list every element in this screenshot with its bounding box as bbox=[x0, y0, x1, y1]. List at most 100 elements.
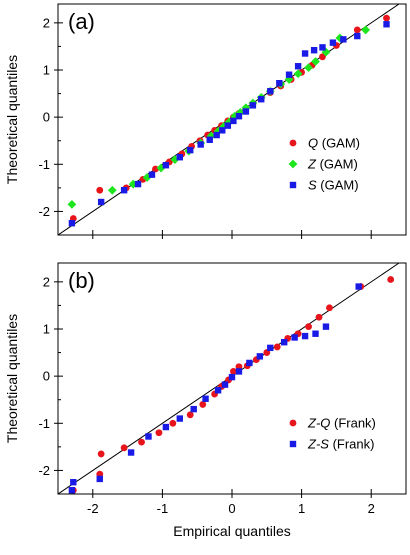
panel-a-y-tick-label: 2 bbox=[43, 15, 50, 30]
panel-a-s-point bbox=[319, 44, 326, 51]
panel-b-y-tick-label: 0 bbox=[43, 369, 50, 384]
panel-b-x-tick-label: -2 bbox=[87, 501, 99, 516]
panel-a-s-point bbox=[267, 88, 274, 95]
panel-a-s-point bbox=[197, 141, 204, 148]
panel-a-legend-series-name: Q bbox=[308, 136, 318, 151]
panel-a-legend-series-name: S bbox=[308, 178, 317, 193]
panel-b-z-s-point bbox=[70, 479, 77, 486]
panel-b-z-q-point bbox=[186, 411, 194, 419]
panel-b-legend-label: Z-Q (Frank) bbox=[307, 416, 376, 431]
panel-a-s-point bbox=[301, 50, 309, 57]
panel-b-tag: (b) bbox=[68, 268, 95, 293]
panel-a-s-point bbox=[97, 198, 105, 206]
panel-a-y-tick-label: -1 bbox=[38, 157, 50, 172]
panel-b-legend-series-suffix: (Frank) bbox=[330, 416, 376, 431]
panel-a-q-point bbox=[319, 53, 326, 61]
panel-a-s-point bbox=[249, 102, 257, 109]
panel-a-s-point bbox=[187, 146, 194, 154]
panel-a-legend-marker bbox=[288, 159, 298, 169]
panel-b-z-s-point bbox=[214, 387, 222, 394]
panel-a-legend-marker bbox=[289, 181, 297, 189]
panel-a-z-point bbox=[230, 111, 240, 121]
panel-b-legend-marker bbox=[289, 419, 297, 427]
panel-b-z-q-point bbox=[387, 276, 395, 283]
panel-a-legend-item: Z (GAM) bbox=[288, 157, 358, 172]
panel-b-x-axis-title: Empirical quantiles bbox=[173, 523, 291, 539]
panel-a-q-point bbox=[152, 165, 159, 173]
panel-b-x-tick-label: 1 bbox=[298, 501, 305, 516]
panel-b-x-tick-label: 2 bbox=[368, 501, 375, 516]
panel-a-s-point bbox=[206, 136, 213, 143]
panel-b-series-z-s bbox=[68, 283, 362, 494]
panel-a-y-tick-label: 0 bbox=[43, 110, 50, 125]
panel-a-s-point bbox=[224, 122, 232, 129]
panel-b-z-q-point bbox=[305, 323, 312, 331]
panel-b-z-s-point bbox=[145, 433, 152, 440]
panel-b-z-s-point bbox=[267, 344, 274, 352]
panel-a-z-point bbox=[361, 25, 371, 35]
panel-b-z-s-point bbox=[228, 373, 236, 381]
panel-b-y-tick-label: 2 bbox=[43, 274, 50, 289]
panel-b-y-tick-label: 1 bbox=[43, 322, 50, 337]
panel-a-s-point bbox=[294, 63, 302, 70]
panel-b-z-q-point bbox=[199, 401, 207, 408]
panel-a-series-s bbox=[68, 21, 390, 227]
panel-a-z-point bbox=[241, 103, 251, 113]
panel-b-z-s-point bbox=[221, 381, 229, 388]
panel-a-legend-item: S (GAM) bbox=[289, 178, 359, 193]
panel-a-z-point bbox=[335, 33, 345, 43]
panel-a-legend-series-suffix: (GAM) bbox=[318, 136, 360, 151]
panel-a-y-tick-label: 1 bbox=[43, 63, 50, 78]
panel-a-y-tick-label: -2 bbox=[38, 204, 50, 219]
panel-a-z-point bbox=[235, 108, 245, 117]
panel-a-s-point bbox=[329, 39, 337, 46]
panel-a-s-point bbox=[120, 187, 128, 194]
panel-b-x-tick-label: 0 bbox=[228, 501, 235, 516]
panel-a-legend-series-suffix: (GAM) bbox=[317, 178, 359, 193]
panel-b-legend-item: Z-Q (Frank) bbox=[289, 416, 376, 431]
panel-b-z-s-point bbox=[355, 283, 362, 290]
panel-a-legend-label: Q (GAM) bbox=[308, 136, 360, 151]
panel-b-y-axis-title: Theoretical quantiles bbox=[4, 314, 20, 443]
panel-a-s-point bbox=[310, 47, 318, 54]
panel-a-s-point bbox=[276, 80, 283, 87]
panel-a-s-point bbox=[258, 96, 265, 103]
panel-a-z-point bbox=[107, 185, 117, 195]
panel-b-z-s-point bbox=[162, 423, 170, 431]
panel-a-z-point bbox=[156, 163, 166, 173]
panel-a-z-point bbox=[142, 173, 152, 182]
panel-a-legend-label: S (GAM) bbox=[308, 178, 359, 193]
panel-a-legend-marker bbox=[289, 139, 297, 147]
panel-b-z-q-point bbox=[273, 343, 281, 351]
panel-b-legend-label: Z-S (Frank) bbox=[307, 437, 374, 452]
panel-a-legend-series-name: Z bbox=[307, 157, 317, 172]
panel-b-z-s-point bbox=[235, 368, 243, 375]
panel-a-s-point bbox=[219, 127, 226, 134]
panel-b-y-tick-label: -1 bbox=[38, 416, 50, 431]
panel-a-s-point bbox=[68, 220, 76, 227]
panel-a-legend-item: Q (GAM) bbox=[289, 136, 360, 151]
panel-b-z-s-point bbox=[281, 339, 288, 346]
panel-b: -2 -1 0 1 2 -2 -1 0 1 2 (b) Theoretical quantiles Em… bbox=[4, 262, 407, 539]
panel-a-z-point bbox=[170, 155, 180, 164]
panel-a-z-point bbox=[67, 199, 77, 209]
panel-a-q-point bbox=[96, 186, 104, 194]
panel-a-legend-series-suffix: (GAM) bbox=[316, 157, 358, 172]
panel-a-s-point bbox=[235, 113, 243, 120]
panel-a-s-point bbox=[230, 117, 237, 125]
panel-b-z-q-point bbox=[315, 313, 323, 321]
panel-a-s-point bbox=[134, 180, 142, 188]
panel-a-s-point bbox=[383, 21, 390, 28]
panel-b-legend-series-suffix: (Frank) bbox=[329, 437, 375, 452]
panel-a-q-point bbox=[353, 26, 361, 34]
panel-b-z-s-point bbox=[291, 334, 298, 341]
panel-b-x-tick-label: -1 bbox=[157, 501, 169, 516]
panel-a-z-point bbox=[311, 57, 320, 66]
panel-a-s-point bbox=[162, 162, 170, 169]
panel-a-s-point bbox=[242, 108, 250, 115]
panel-b-legend-item: Z-S (Frank) bbox=[289, 437, 374, 452]
panel-b-z-q-point bbox=[229, 368, 237, 375]
